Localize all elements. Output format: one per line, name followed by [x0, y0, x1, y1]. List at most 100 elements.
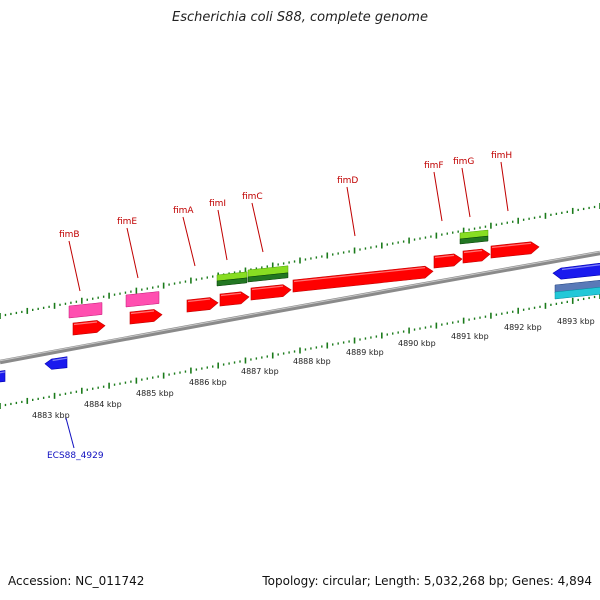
cds-fimd[interactable] — [292, 265, 434, 293]
cds-fimd-body[interactable] — [292, 265, 434, 293]
gene-label-text[interactable]: fimC — [242, 192, 263, 202]
scale-label: 4891 kbp — [451, 332, 489, 341]
backbone-line — [0, 250, 600, 365]
gene-label-text[interactable]: fimB — [59, 230, 80, 240]
gene-label-fimf[interactable]: fimF — [424, 161, 444, 222]
cds-fimh-shine — [491, 242, 532, 249]
scale-label: 4887 kbp — [241, 367, 279, 376]
cds-fimb-body[interactable] — [72, 320, 106, 336]
locus-label-ecs88-4929[interactable]: ECS88_4929 — [47, 417, 104, 461]
cds-fimd-shine — [293, 267, 426, 283]
cyan-feature-right[interactable] — [554, 287, 600, 300]
map-title: Escherichia coli S88, complete genome — [172, 10, 428, 25]
gene-label-fimb[interactable]: fimB — [59, 230, 81, 292]
feature-track — [0, 229, 600, 383]
cds-fimc[interactable] — [250, 284, 292, 301]
locus-leader-line — [65, 417, 75, 449]
cds-fimf-body[interactable] — [433, 253, 463, 269]
reverse-cds-right-body[interactable] — [552, 262, 600, 280]
misc-feature-fimb[interactable] — [68, 302, 103, 319]
gene-leader-line — [500, 161, 509, 212]
misc-feature-fimi-dark[interactable] — [216, 277, 248, 287]
gene-leader-line — [68, 240, 81, 292]
gene-label-text[interactable]: fimG — [453, 157, 474, 167]
scale-label: 4884 kbp — [84, 400, 122, 409]
scale-label: 4890 kbp — [398, 339, 436, 348]
cds-fime-body[interactable] — [129, 309, 163, 325]
cds-fimb[interactable] — [72, 320, 106, 336]
misc-feature-fimc-dark-body[interactable] — [247, 272, 289, 283]
misc-feature-fimi-dark-body[interactable] — [216, 277, 248, 287]
misc-feature-fimg-dark[interactable] — [459, 235, 489, 245]
reverse-cds-right[interactable] — [552, 262, 600, 280]
cds-fimh-body[interactable] — [490, 241, 540, 259]
genome-backbone — [0, 250, 600, 365]
misc-feature-fimc-dark[interactable] — [247, 272, 289, 283]
cds-fimc-shine — [251, 285, 284, 291]
cds-fimg[interactable] — [462, 248, 491, 264]
cds-fime-shine — [130, 310, 155, 315]
cds-fima-body[interactable] — [186, 297, 219, 313]
cds-fima[interactable] — [186, 297, 219, 313]
scale-label: 4893 kbp — [557, 317, 595, 326]
scale-label: 4885 kbp — [136, 389, 174, 398]
topology-text: Topology: circular; Length: 5,032,268 bp… — [262, 574, 592, 588]
cds-fimf[interactable] — [433, 253, 463, 269]
gene-label-fime[interactable]: fimE — [117, 217, 139, 279]
scale-label: 4889 kbp — [346, 348, 384, 357]
backbone-highlight — [0, 251, 600, 362]
gene-label-fimg[interactable]: fimG — [453, 157, 474, 218]
gene-leader-line — [182, 216, 196, 267]
gene-label-text[interactable]: fimI — [209, 199, 226, 209]
gene-label-text[interactable]: fimE — [117, 217, 137, 227]
gene-label-text[interactable]: fimH — [491, 151, 512, 161]
slate-feature-right-body[interactable] — [554, 280, 600, 294]
cds-fimi-shine — [220, 292, 242, 297]
reverse-cds-ecs88-4929-shine — [52, 357, 68, 362]
gene-label-text[interactable]: fimF — [424, 161, 444, 171]
cds-fime[interactable] — [129, 309, 163, 325]
scale-label: 4886 kbp — [189, 378, 227, 387]
cds-fimg-body[interactable] — [462, 248, 491, 264]
gene-label-fimi[interactable]: fimI — [209, 199, 228, 261]
gene-label-text[interactable]: fimD — [337, 176, 358, 186]
scale-label: 4892 kbp — [504, 323, 542, 332]
cyan-feature-right-body[interactable] — [554, 287, 600, 300]
gene-label-text[interactable]: fimA — [173, 206, 194, 216]
gene-label-fimd[interactable]: fimD — [337, 176, 358, 237]
reverse-cds-left-edge-shine — [0, 371, 6, 374]
cds-fimi[interactable] — [219, 291, 250, 307]
gene-leader-line — [217, 209, 228, 261]
accession-text: Accession: NC_011742 — [8, 574, 145, 588]
gene-leader-line — [433, 171, 443, 222]
cds-fimh[interactable] — [490, 241, 540, 259]
misc-feature-fimg-dark-body[interactable] — [459, 235, 489, 245]
gene-label-fima[interactable]: fimA — [173, 206, 196, 267]
reverse-cds-right-shine — [561, 264, 600, 271]
misc-feature-fime-body[interactable] — [125, 291, 160, 308]
reverse-cds-left-edge-body[interactable] — [0, 370, 6, 383]
inner-tick-ring — [0, 293, 600, 409]
outer-tick-ring — [0, 203, 600, 319]
gene-leader-line — [251, 202, 264, 253]
label-layer: 4883 kbp 4884 kbp 4885 kbp 4886 kbp 4887 kbp… — [32, 151, 595, 461]
cds-fima-shine — [187, 298, 211, 303]
gene-label-fimc[interactable]: fimC — [242, 192, 264, 253]
cds-fimc-body[interactable] — [250, 284, 292, 301]
scale-label: 4888 kbp — [293, 357, 331, 366]
gene-leader-line — [461, 167, 471, 218]
slate-feature-right[interactable] — [554, 280, 600, 294]
misc-feature-fime[interactable] — [125, 291, 160, 308]
gene-label-fimh[interactable]: fimH — [491, 151, 512, 212]
reverse-cds-ecs88-4929[interactable] — [44, 356, 68, 370]
gene-leader-line — [346, 186, 356, 237]
scale-label: 4883 kbp — [32, 411, 70, 420]
cds-fimi-body[interactable] — [219, 291, 250, 307]
reverse-cds-ecs88-4929-body[interactable] — [44, 356, 68, 370]
reverse-cds-left-edge[interactable] — [0, 370, 6, 383]
cds-fimg-shine — [463, 249, 483, 254]
misc-feature-fimb-body[interactable] — [68, 302, 103, 319]
gene-leader-line — [126, 227, 139, 279]
locus-label-text[interactable]: ECS88_4929 — [47, 451, 104, 461]
